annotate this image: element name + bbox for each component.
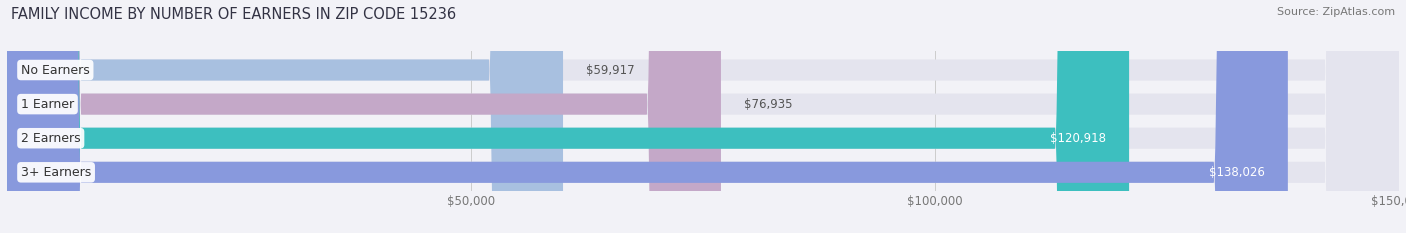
Text: 3+ Earners: 3+ Earners [21, 166, 91, 179]
FancyBboxPatch shape [7, 0, 1399, 233]
Text: 2 Earners: 2 Earners [21, 132, 80, 145]
FancyBboxPatch shape [7, 0, 721, 233]
Text: No Earners: No Earners [21, 64, 90, 76]
Text: $120,918: $120,918 [1050, 132, 1107, 145]
Text: FAMILY INCOME BY NUMBER OF EARNERS IN ZIP CODE 15236: FAMILY INCOME BY NUMBER OF EARNERS IN ZI… [11, 7, 457, 22]
Text: $59,917: $59,917 [586, 64, 636, 76]
Text: $138,026: $138,026 [1209, 166, 1264, 179]
FancyBboxPatch shape [7, 0, 1399, 233]
FancyBboxPatch shape [7, 0, 1129, 233]
FancyBboxPatch shape [7, 0, 562, 233]
Text: Source: ZipAtlas.com: Source: ZipAtlas.com [1277, 7, 1395, 17]
Text: $76,935: $76,935 [744, 98, 793, 111]
Text: 1 Earner: 1 Earner [21, 98, 75, 111]
FancyBboxPatch shape [7, 0, 1288, 233]
FancyBboxPatch shape [7, 0, 1399, 233]
FancyBboxPatch shape [7, 0, 1399, 233]
